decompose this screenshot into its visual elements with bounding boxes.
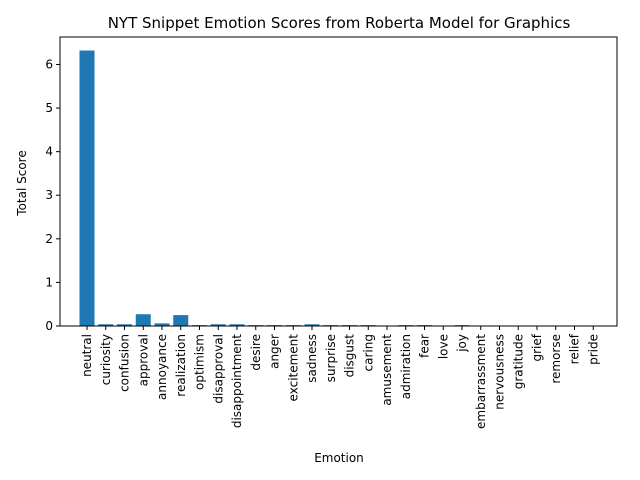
x-tick-label: neutral <box>80 334 94 377</box>
x-tick-label: fear <box>418 334 432 358</box>
y-tick-label: 1 <box>45 275 53 289</box>
y-tick-label: 2 <box>45 232 53 246</box>
bar-approval <box>135 314 151 326</box>
x-tick-label: pride <box>586 334 600 365</box>
x-tick-label: disapproval <box>211 334 225 404</box>
x-tick-label: excitement <box>286 334 300 402</box>
y-axis-label: Total Score <box>15 150 29 216</box>
x-tick-label: embarrassment <box>474 334 488 429</box>
bar-sadness <box>304 324 320 326</box>
x-tick-label: gratitude <box>511 334 525 389</box>
bar-annoyance <box>154 323 170 326</box>
bar-neutral <box>79 50 95 327</box>
x-tick-label: admiration <box>399 334 413 399</box>
y-ticks-group: 0 1 2 3 4 5 6 <box>45 57 60 333</box>
bar-curiosity <box>98 324 114 326</box>
x-tick-label: relief <box>568 333 582 364</box>
y-tick-label: 6 <box>45 57 53 71</box>
x-axis-label: Emotion <box>314 451 364 465</box>
x-tick-label: confusion <box>118 334 132 392</box>
y-tick-label: 0 <box>45 319 53 333</box>
x-tick-label: joy <box>455 334 469 353</box>
bar-disapproval <box>210 324 226 326</box>
x-tick-label: anger <box>268 334 282 369</box>
x-tick-label: amusement <box>380 334 394 406</box>
x-tick-label: realization <box>174 334 188 397</box>
x-tick-label: nervousness <box>493 334 507 410</box>
x-tick-label: approval <box>136 334 150 386</box>
x-tick-label: grief <box>530 333 544 361</box>
x-tick-label: surprise <box>324 334 338 382</box>
x-tick-label: curiosity <box>99 334 113 385</box>
x-tick-label: disgust <box>343 334 357 378</box>
axes-frame <box>59 36 618 327</box>
x-ticks-group: neutral curiosity confusion approval annoyan… <box>80 326 600 429</box>
chart-title: NYT Snippet Emotion Scores from Roberta … <box>108 14 571 32</box>
bar-realization <box>173 315 189 326</box>
x-tick-label: desire <box>249 334 263 371</box>
y-tick-label: 4 <box>45 145 53 159</box>
x-tick-label: remorse <box>549 334 563 384</box>
y-tick-label: 3 <box>45 188 53 202</box>
y-tick-label: 5 <box>45 101 53 115</box>
x-tick-label: disappointment <box>230 334 244 428</box>
x-tick-label: love <box>436 334 450 359</box>
bar-confusion <box>117 324 132 326</box>
x-tick-label: sadness <box>305 334 319 383</box>
bar-disappointment <box>229 324 245 326</box>
x-tick-label: annoyance <box>155 334 169 400</box>
x-tick-label: optimism <box>193 334 207 390</box>
x-tick-label: caring <box>361 334 375 371</box>
